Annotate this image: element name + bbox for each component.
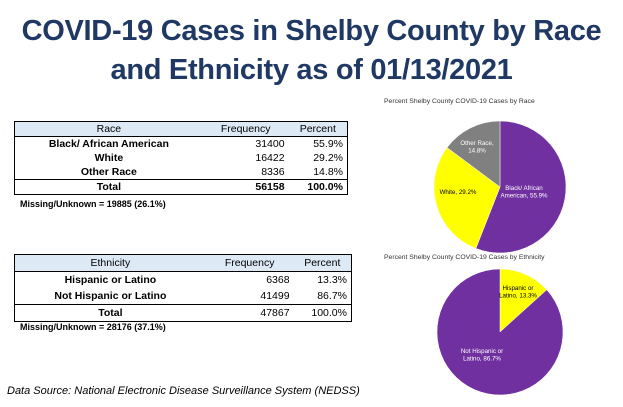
- eth-total-frequency: 47867: [260, 307, 290, 319]
- eth-header-ethnicity: Ethnicity: [14, 254, 206, 272]
- race-total-percent: 100.0%: [307, 181, 343, 193]
- race-total-frequency: 56158: [255, 181, 285, 193]
- race-percent: 29.2%: [313, 152, 343, 164]
- eth-total-label: Total: [98, 307, 123, 319]
- race-header-frequency: Frequency: [202, 121, 289, 137]
- page-title-line-1: COVID-19 Cases in Shelby County by Race: [21, 15, 602, 47]
- table-row: Black/ African American 31400 55.9%: [15, 137, 348, 152]
- race-pie-chart: Black/ African American, 55.9% White, 29.2…: [433, 120, 567, 254]
- eth-frequency: 6368: [266, 274, 290, 286]
- eth-frequency: 41499: [260, 290, 290, 302]
- table-row: White 16422 29.2%: [15, 151, 348, 165]
- page-title-line-2: and Ethnicity as of 01/13/2021: [110, 54, 513, 86]
- race-total-label: Total: [96, 181, 122, 193]
- race-frequency: 16422: [255, 152, 285, 164]
- eth-percent: 13.3%: [317, 274, 347, 286]
- table-row: Not Hispanic or Latino 41499 86.7%: [15, 288, 352, 305]
- race-percent: 14.8%: [313, 166, 343, 178]
- pie-slice-black-african-american: [475, 120, 567, 254]
- ethnicity-chart-title: Percent Shelby County COVID-19 Cases by …: [384, 254, 545, 261]
- race-missing-note: Missing/Unknown = 19885 (26.1%): [20, 199, 166, 209]
- eth-total-percent: 100.0%: [311, 307, 347, 319]
- eth-total-row: Total 47867 100.0%: [14, 304, 352, 322]
- pie-data-label: Hispanic or Latino, 13.3%: [499, 285, 537, 300]
- eth-label: Hispanic or Latino: [64, 274, 157, 286]
- eth-header-percent: Percent: [293, 254, 352, 272]
- race-label: White: [94, 152, 124, 164]
- table-row: Hispanic or Latino 6368 13.3%: [15, 272, 352, 289]
- race-frequency: 8336: [261, 166, 285, 178]
- race-total-row: Total 56158 100.0%: [14, 179, 348, 195]
- pie-data-label: Not Hispanic or Latino, 86.7%: [461, 348, 503, 363]
- race-table: Race Frequency Percent Black/ African Am…: [14, 121, 348, 195]
- race-header-race: Race: [14, 121, 203, 137]
- eth-header-frequency: Frequency: [205, 254, 294, 272]
- race-percent: 55.9%: [313, 138, 343, 150]
- ethnicity-pie-chart: Hispanic or Latino, 13.3% Not Hispanic or L…: [436, 268, 564, 396]
- race-table-header: Race Frequency Percent: [14, 121, 348, 137]
- race-header-percent: Percent: [288, 121, 348, 137]
- race-label: Other Race: [80, 166, 137, 178]
- race-label: Black/ African American: [48, 138, 169, 150]
- pie-slice-white: [433, 147, 501, 249]
- pie-data-label: Black/ African American, 55.9%: [500, 185, 548, 200]
- race-frequency: 31400: [255, 138, 285, 150]
- eth-percent: 86.7%: [317, 290, 347, 302]
- pie-slice-other-race: [446, 120, 501, 188]
- table-row: Other Race 8336 14.8%: [15, 165, 348, 180]
- ethnicity-table: Ethnicity Frequency Percent Hispanic or …: [14, 254, 352, 322]
- data-source-note: Data Source: National Electronic Disease…: [7, 385, 360, 397]
- pie-data-label: Other Race, 14.8%: [460, 140, 494, 155]
- race-chart-title: Percent Shelby County COVID-19 Cases by …: [384, 98, 535, 105]
- pie-slice-not-hispanic-or-latino: [436, 268, 564, 396]
- eth-label: Not Hispanic or Latino: [54, 290, 167, 302]
- pie-data-label: White, 29.2%: [440, 189, 477, 196]
- ethnicity-table-header: Ethnicity Frequency Percent: [14, 254, 352, 272]
- ethnicity-missing-note: Missing/Unknown = 28176 (37.1%): [20, 322, 166, 332]
